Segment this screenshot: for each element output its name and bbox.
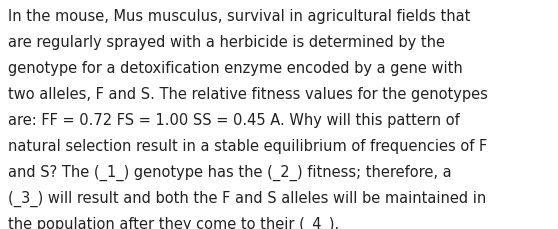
Text: two alleles, F and S. The relative fitness values for the genotypes: two alleles, F and S. The relative fitne… xyxy=(8,87,488,102)
Text: (_3_) will result and both the F and S alleles will be maintained in: (_3_) will result and both the F and S a… xyxy=(8,190,487,206)
Text: genotype for a detoxification enzyme encoded by a gene with: genotype for a detoxification enzyme enc… xyxy=(8,61,463,76)
Text: are regularly sprayed with a herbicide is determined by the: are regularly sprayed with a herbicide i… xyxy=(8,35,445,50)
Text: the population after they come to their (_4_).: the population after they come to their … xyxy=(8,216,340,229)
Text: and S? The (_1_) genotype has the (_2_) fitness; therefore, a: and S? The (_1_) genotype has the (_2_) … xyxy=(8,164,452,180)
Text: are: FF = 0.72 FS = 1.00 SS = 0.45 A. Why will this pattern of: are: FF = 0.72 FS = 1.00 SS = 0.45 A. Wh… xyxy=(8,113,460,128)
Text: In the mouse, Mus musculus, survival in agricultural fields that: In the mouse, Mus musculus, survival in … xyxy=(8,9,471,24)
Text: natural selection result in a stable equilibrium of frequencies of F: natural selection result in a stable equ… xyxy=(8,139,488,153)
